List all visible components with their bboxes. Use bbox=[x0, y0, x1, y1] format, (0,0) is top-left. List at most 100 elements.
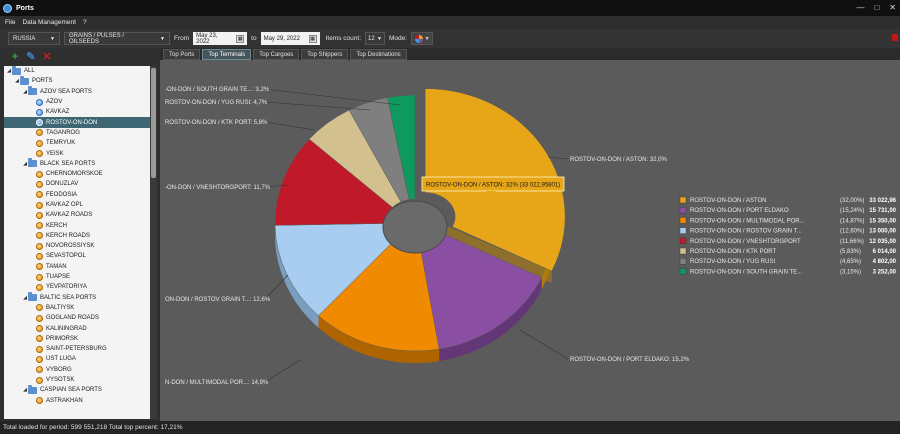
tree-scrollbar[interactable] bbox=[150, 66, 157, 419]
tree-item-label: TEMRYUK bbox=[46, 140, 76, 147]
tree-item-label: TUAPSE bbox=[46, 274, 71, 281]
callout-line bbox=[264, 274, 289, 300]
tree-item[interactable]: CHERNOMORSKOE bbox=[4, 169, 150, 179]
tree-item[interactable]: TEMRYUK bbox=[4, 138, 150, 148]
close-panel-icon[interactable] bbox=[892, 34, 898, 41]
port-icon bbox=[36, 314, 43, 322]
tree-item[interactable]: AZOV bbox=[4, 97, 150, 107]
tree-item[interactable]: SAINT-PETERSBURG bbox=[4, 344, 150, 354]
to-date-input[interactable]: May 29, 2022 ▦ bbox=[260, 32, 320, 45]
tree-item[interactable]: YEISK bbox=[4, 148, 150, 158]
tree-item[interactable]: ASTRAKHAN bbox=[4, 396, 150, 406]
tab-top-ports[interactable]: Top Ports bbox=[163, 49, 201, 60]
tab-top-cargoes[interactable]: Top Cargoes bbox=[253, 49, 300, 60]
slice-callout-label: ROSTOV-ON-DON / ASTON: 32,0% bbox=[570, 157, 667, 163]
tree-item[interactable]: VYBORG bbox=[4, 365, 150, 375]
tree-item[interactable]: KAVKAZ bbox=[4, 107, 150, 117]
cargo-group-value: GRAINS / PULSES / OILSEEDS bbox=[69, 32, 125, 45]
tree-folder[interactable]: ◢ ALL bbox=[4, 66, 150, 76]
tree-item[interactable]: DONUZLAV bbox=[4, 179, 150, 189]
chart-area: ROSTOV-ON-DON / ASTON: 32,0% ROSTOV-ON-DO… bbox=[160, 60, 900, 421]
tree-item[interactable]: VYSOTSK bbox=[4, 375, 150, 385]
legend-percent: (4,65%) bbox=[840, 259, 861, 265]
tree-folder[interactable]: ◢ BALTIC SEA PORTS bbox=[4, 292, 150, 303]
mode-select[interactable]: ▼ bbox=[411, 32, 434, 45]
port-icon bbox=[36, 222, 43, 230]
menu-file[interactable]: File bbox=[5, 19, 16, 26]
tree-item[interactable]: BALTIYSK bbox=[4, 303, 150, 313]
tree-item[interactable]: TUAPSE bbox=[4, 272, 150, 282]
menu-data-management[interactable]: Data Management bbox=[22, 19, 76, 26]
tree-item[interactable]: YEVPATORIYA bbox=[4, 282, 150, 292]
tree-item[interactable]: KERCH bbox=[4, 220, 150, 230]
slice-callout-label: ON-DON / ROSTOV GRAIN T...: 12,6% bbox=[165, 297, 271, 303]
from-date-input[interactable]: May 23, 2022 ▦ bbox=[193, 32, 248, 45]
legend-label: ROSTOV-ON-DON / YUG RUSI bbox=[690, 259, 775, 265]
scrollbar-thumb[interactable] bbox=[151, 68, 156, 178]
calendar-icon[interactable]: ▦ bbox=[308, 34, 317, 43]
tree-item-label: BALTIC SEA PORTS bbox=[40, 294, 97, 301]
tree-item-label: DONUZLAV bbox=[46, 181, 79, 188]
tree-item[interactable]: KAVKAZ ROADS bbox=[4, 210, 150, 220]
expand-toggle-icon[interactable]: ◢ bbox=[23, 387, 27, 394]
legend-percent: (15,24%) bbox=[840, 208, 864, 214]
tree-item[interactable]: KALININGRAD bbox=[4, 323, 150, 333]
tree-item[interactable]: SEVASTOPOL bbox=[4, 251, 150, 261]
tree-item-label: PRIMORSK bbox=[46, 335, 79, 342]
close-icon[interactable]: ✕ bbox=[889, 3, 896, 12]
tree-item[interactable]: TAGANROG bbox=[4, 128, 150, 138]
delete-icon[interactable]: ✕ bbox=[42, 51, 52, 63]
ports-tree[interactable]: ◢ ALL ◢ PORTS ◢ AZOV SEA PORTS AZOV KAVKAZ ROSTO… bbox=[4, 66, 150, 419]
callout-line bbox=[264, 101, 371, 111]
port-icon bbox=[36, 252, 43, 260]
legend-percent: (14,87%) bbox=[840, 218, 864, 224]
calendar-icon[interactable]: ▦ bbox=[236, 34, 245, 43]
tree-item[interactable]: ROSTOV-ON-DON bbox=[4, 117, 150, 128]
cargo-group-select[interactable]: GRAINS / PULSES / OILSEEDS ▼ bbox=[64, 32, 170, 45]
country-select[interactable]: RUSSIA ▼ bbox=[8, 32, 60, 45]
tree-item[interactable]: FEODOSIA bbox=[4, 190, 150, 200]
add-icon[interactable]: + bbox=[11, 50, 19, 63]
tooltip-text: ROSTOV-ON-DON / ASTON: 32% (33 022,95801… bbox=[426, 183, 560, 189]
slice-callout-label: ROSTOV-ON-DON / KTK PORT: 5,8% bbox=[165, 120, 268, 126]
tree-item-label: KERCH ROADS bbox=[46, 232, 91, 239]
pie-slice[interactable] bbox=[387, 94, 416, 200]
legend-value: 3 252,00 bbox=[873, 269, 897, 275]
legend-percent: (5,83%) bbox=[840, 249, 861, 255]
menu-help[interactable]: ? bbox=[82, 19, 87, 26]
tab-top-destinations[interactable]: Top Destinations bbox=[350, 49, 407, 60]
tree-item-label: KALININGRAD bbox=[46, 325, 87, 332]
tree-folder[interactable]: ◢ AZOV SEA PORTS bbox=[4, 86, 150, 97]
legend-value: 4 802,00 bbox=[873, 259, 897, 265]
mode-label: Mode: bbox=[389, 35, 408, 42]
items-count-select[interactable]: 12 ▼ bbox=[365, 32, 385, 45]
expand-toggle-icon[interactable]: ◢ bbox=[23, 160, 27, 167]
expand-toggle-icon[interactable]: ◢ bbox=[15, 78, 19, 85]
pie-slice-side bbox=[439, 277, 542, 362]
tree-item[interactable]: PRIMORSK bbox=[4, 334, 150, 344]
edit-icon[interactable]: ✎ bbox=[26, 51, 36, 63]
tree-item[interactable]: GOGLAND ROADS bbox=[4, 313, 150, 323]
expand-toggle-icon[interactable]: ◢ bbox=[7, 68, 11, 75]
pie-chart-icon bbox=[414, 34, 423, 43]
expand-toggle-icon[interactable]: ◢ bbox=[23, 294, 27, 301]
expand-toggle-icon[interactable]: ◢ bbox=[23, 88, 27, 95]
tree-item-label: BLACK SEA PORTS bbox=[40, 160, 96, 167]
tree-item[interactable]: KAVKAZ OPL bbox=[4, 200, 150, 210]
tree-folder[interactable]: ◢ PORTS bbox=[4, 75, 150, 86]
chevron-down-icon: ▼ bbox=[50, 35, 55, 42]
port-icon bbox=[36, 397, 43, 405]
tree-item[interactable]: TAMAN bbox=[4, 262, 150, 272]
tree-item[interactable]: UST LUGA bbox=[4, 354, 150, 364]
tree-item[interactable]: KERCH ROADS bbox=[4, 231, 150, 241]
tree-item-label: VYBORG bbox=[46, 366, 72, 373]
legend-percent: (11,66%) bbox=[840, 239, 864, 245]
tab-top-terminals[interactable]: Top Terminals bbox=[202, 49, 252, 60]
tree-item[interactable]: NOVOROSSIYSK bbox=[4, 241, 150, 251]
maximize-icon[interactable]: □ bbox=[874, 3, 880, 12]
tree-folder[interactable]: ◢ BLACK SEA PORTS bbox=[4, 158, 150, 169]
tree-folder[interactable]: ◢ CASPIAN SEA PORTS bbox=[4, 384, 150, 395]
tab-top-shippers[interactable]: Top Shippers bbox=[301, 49, 349, 60]
minimize-icon[interactable]: — bbox=[856, 3, 865, 12]
port-icon bbox=[36, 355, 43, 363]
